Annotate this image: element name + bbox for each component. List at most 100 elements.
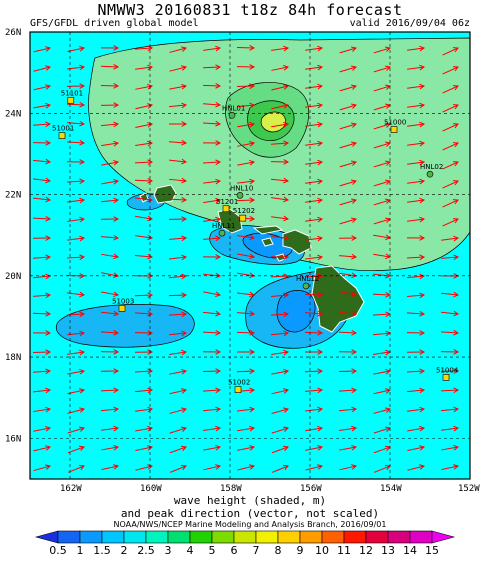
station-marker xyxy=(426,170,434,178)
direction-arrow xyxy=(203,311,221,315)
arrow-head xyxy=(419,349,426,355)
arrow-head xyxy=(283,254,290,260)
arrow-head xyxy=(181,349,188,356)
arrow-head xyxy=(113,368,120,374)
buoy-marker xyxy=(442,374,450,381)
arrow-head xyxy=(181,158,188,165)
arrow-head xyxy=(283,234,290,241)
colorbar xyxy=(34,530,456,544)
direction-arrow xyxy=(339,389,357,392)
direction-arrow xyxy=(271,389,289,395)
arrow-head xyxy=(79,120,86,127)
arrow-head xyxy=(113,159,120,166)
arrow-head xyxy=(283,103,290,109)
direction-arrow xyxy=(339,85,357,92)
arrow-head xyxy=(419,425,426,432)
direction-arrow xyxy=(305,465,323,471)
arrow-head xyxy=(452,66,459,72)
direction-arrow xyxy=(271,313,289,316)
direction-arrow xyxy=(271,142,289,145)
caption-peak-direction: and peak direction (vector, not scaled) xyxy=(120,507,380,520)
colorbar-tick-label: 13 xyxy=(381,544,395,557)
arrow-head xyxy=(283,140,290,147)
direction-arrow xyxy=(339,427,357,431)
direction-arrow xyxy=(407,312,425,315)
arrow-head xyxy=(419,235,426,241)
arrow-head xyxy=(147,310,154,317)
direction-arrow xyxy=(339,272,357,277)
direction-arrow xyxy=(100,65,119,68)
direction-arrow xyxy=(203,122,221,125)
arrow-head xyxy=(385,46,391,52)
direction-arrow xyxy=(236,370,255,373)
direction-arrow xyxy=(169,256,187,260)
arrow-head xyxy=(317,159,324,166)
direction-arrow xyxy=(407,199,425,203)
arrow-head xyxy=(181,102,188,109)
station-label: HNL11 xyxy=(212,222,235,230)
direction-arrow xyxy=(168,294,187,297)
direction-arrow xyxy=(237,446,255,451)
direction-arrow xyxy=(236,85,255,88)
direction-arrow xyxy=(373,351,391,355)
arrow-head xyxy=(317,121,324,128)
arrow-head xyxy=(317,197,324,204)
direction-arrow xyxy=(67,427,85,434)
arrow-head xyxy=(113,178,120,185)
direction-arrow xyxy=(339,255,357,258)
direction-arrow xyxy=(135,465,153,471)
arrow-head xyxy=(419,445,426,451)
direction-arrow xyxy=(101,123,119,127)
colorbar-min-arrow xyxy=(34,530,59,544)
arrow-head xyxy=(419,83,426,90)
direction-arrow xyxy=(236,46,255,49)
arrow-head xyxy=(45,46,52,52)
arrow-head xyxy=(453,444,460,451)
direction-arrow xyxy=(373,180,391,187)
direction-arrow xyxy=(68,465,85,473)
arrow-head xyxy=(181,46,188,52)
direction-arrow xyxy=(101,311,119,315)
arrow-head xyxy=(283,330,290,337)
lat-label: 24N xyxy=(5,109,21,119)
arrow-head xyxy=(215,159,222,166)
colorbar-tick-label: 2.5 xyxy=(137,544,155,557)
arrow-head xyxy=(45,426,52,432)
arrow-head xyxy=(453,291,460,298)
direction-arrow xyxy=(237,161,255,166)
arrow-head xyxy=(215,464,222,470)
direction-arrow xyxy=(203,465,221,471)
arrow-head xyxy=(181,139,188,146)
direction-arrow xyxy=(441,465,459,471)
arrow-head xyxy=(452,47,459,53)
direction-arrow xyxy=(373,234,391,239)
buoy-marker xyxy=(118,305,126,312)
direction-arrow xyxy=(203,389,221,392)
direction-arrow xyxy=(67,292,85,296)
direction-arrow xyxy=(271,446,289,454)
direction-arrow xyxy=(169,178,187,182)
direction-arrow xyxy=(135,235,153,239)
direction-arrow xyxy=(203,408,221,412)
direction-arrow xyxy=(101,253,119,258)
arrow-head xyxy=(215,329,222,336)
arrow-head xyxy=(453,310,460,317)
direction-arrow xyxy=(135,142,153,146)
direction-arrow xyxy=(407,408,425,412)
direction-arrow xyxy=(101,331,119,334)
arrow-head xyxy=(452,180,459,186)
arrow-head xyxy=(215,178,222,185)
direction-arrow xyxy=(373,85,391,92)
direction-arrow xyxy=(440,389,459,392)
arrow-head xyxy=(351,406,358,413)
arrow-head xyxy=(147,196,154,203)
direction-arrow xyxy=(407,66,425,70)
arrow-head xyxy=(45,292,52,299)
colorbar-swatch xyxy=(167,530,191,544)
arrow-head xyxy=(45,349,52,355)
arrow-head xyxy=(147,387,154,394)
direction-arrow xyxy=(271,294,289,297)
direction-arrow xyxy=(407,256,425,259)
colorbar-tick-label: 12 xyxy=(359,544,373,557)
arrow-head xyxy=(113,444,120,451)
